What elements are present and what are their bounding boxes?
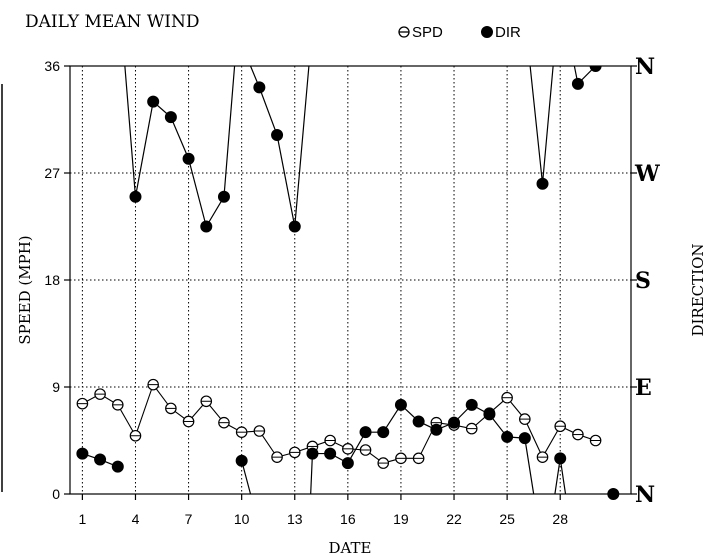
dir-point: [111, 460, 124, 473]
x-tick-label: 7: [185, 511, 193, 527]
dir-point: [465, 398, 478, 411]
spd-line: [82, 383, 596, 464]
y-tick-label: 36: [44, 58, 60, 74]
dir-point: [483, 408, 496, 421]
x-axis-ticks: 1 4 7 10 13 16 19 22 25 28: [78, 494, 568, 527]
dir-point: [288, 220, 301, 233]
direction-tick-label: N: [635, 482, 655, 508]
dir-point: [412, 415, 425, 428]
x-tick-label: 22: [446, 511, 462, 527]
y-tick-label: 18: [44, 272, 60, 288]
dir-point: [200, 220, 213, 233]
y-tick-label: 9: [52, 379, 60, 395]
dir-point: [129, 190, 142, 203]
dir-point: [518, 432, 531, 445]
x-tick-label: 16: [340, 511, 356, 527]
x-axis-label: DATE: [329, 539, 372, 557]
dir-point: [235, 454, 248, 467]
right-axis-label: DIRECTION: [689, 243, 707, 336]
series-spd: [76, 378, 602, 469]
dir-point: [377, 426, 390, 439]
legend: SPD DIR: [398, 24, 521, 41]
y-tick-label: 0: [52, 486, 60, 502]
legend-item-dir: DIR: [481, 24, 521, 41]
dir-point: [164, 111, 177, 124]
dir-point: [324, 447, 337, 460]
y-tick-label: 27: [44, 165, 60, 181]
dir-point: [430, 423, 443, 436]
x-tick-label: 1: [78, 511, 86, 527]
plot-area: [76, 66, 620, 500]
direction-tick-label: S: [635, 268, 651, 294]
series-dir: [76, 66, 620, 500]
x-tick-label: 13: [287, 511, 303, 527]
dir-point: [147, 95, 160, 108]
direction-tick-label: N: [635, 54, 655, 80]
dir-point: [607, 488, 620, 500]
dir-point: [501, 430, 514, 443]
y-axis-label: SPEED (MPH): [16, 235, 34, 344]
chart-title: DAILY MEAN WIND: [25, 12, 200, 32]
x-tick-label: 19: [393, 511, 409, 527]
dir-point: [94, 453, 107, 466]
x-tick-label: 28: [552, 511, 568, 527]
direction-tick-label: W: [634, 161, 660, 187]
x-tick-label: 25: [499, 511, 515, 527]
x-tick-label: 10: [234, 511, 250, 527]
dir-point: [341, 457, 354, 470]
legend-label-dir: DIR: [495, 24, 521, 41]
legend-item-spd: SPD: [398, 24, 443, 41]
direction-tick-label: E: [635, 375, 652, 401]
dir-point: [306, 447, 319, 460]
dir-point: [536, 177, 549, 190]
direction-axis-ticks: N E S W N: [631, 54, 660, 508]
dir-point: [554, 452, 567, 465]
legend-marker-dir: [481, 26, 493, 38]
dir-point: [76, 447, 89, 460]
dir-point: [182, 152, 195, 165]
dir-point: [448, 416, 461, 429]
dir-point: [217, 190, 230, 203]
dir-point: [571, 77, 584, 90]
dir-line-segment: [124, 66, 236, 229]
dir-point: [359, 426, 372, 439]
dir-point: [589, 66, 602, 72]
x-tick-label: 4: [132, 511, 140, 527]
dir-point: [253, 81, 266, 94]
y-axis-ticks: 0 9 18 27 36: [44, 58, 70, 502]
legend-label-spd: SPD: [412, 24, 443, 41]
dir-line-segment: [529, 66, 554, 184]
dir-point: [271, 128, 284, 141]
dir-point: [394, 398, 407, 411]
